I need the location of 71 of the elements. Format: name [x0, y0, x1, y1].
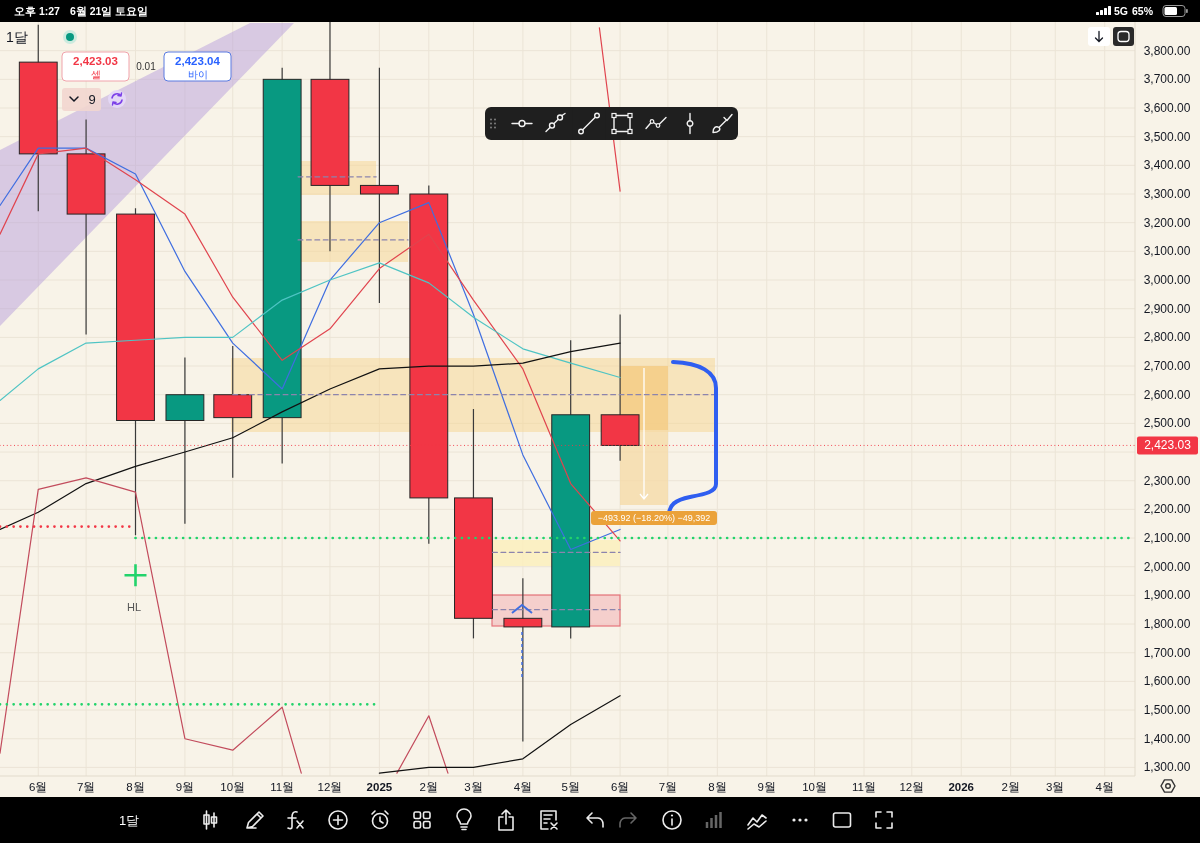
x-tick-label: 11월 — [852, 781, 876, 793]
y-tick-label: 1,700.00 — [1143, 645, 1191, 660]
y-tick-label: 3,400.00 — [1143, 158, 1191, 173]
candlestick — [359, 67, 399, 304]
text: 1달 — [6, 29, 28, 45]
candlestick — [503, 577, 543, 743]
annotation: 바이 — [187, 68, 208, 80]
x-tick-label: 12월 — [317, 781, 343, 793]
x-tick-label: 4월 — [513, 781, 533, 793]
annotation: 0.01 — [136, 60, 157, 72]
annotation: 9 — [88, 92, 96, 107]
measure-tag: −493.92 (−18.20%) −49,392 — [591, 511, 717, 525]
text: 65% — [1132, 5, 1154, 17]
x-tick-label: 8월 — [708, 781, 727, 793]
x-tick-label: 4월 — [1095, 781, 1114, 793]
y-tick-label: 2,000.00 — [1143, 559, 1191, 574]
x-tick-label: 2월 — [1001, 781, 1020, 793]
text: 5G — [1114, 5, 1129, 17]
line-series — [0, 262, 621, 402]
x-tick-label: 3월 — [464, 781, 483, 793]
buy-button: 2,423.04 바이 — [163, 51, 232, 82]
text: 6월 21일 토요일 — [70, 5, 149, 17]
line-series — [378, 695, 621, 774]
annotation: HL — [126, 601, 142, 613]
y-tick-label: 2,600.00 — [1143, 387, 1191, 402]
y-tick-label: 1,300.00 — [1143, 760, 1191, 775]
y-tick-label: 3,600.00 — [1143, 101, 1191, 116]
annotation: −493.92 (−18.20%) −49,392 — [597, 513, 711, 523]
annotation: 셀 — [90, 68, 101, 80]
indicator-toggle: 9 — [62, 88, 101, 111]
x-tick-label: 10월 — [802, 781, 827, 793]
text: 오후 1:27 — [14, 5, 61, 17]
x-tick-label: 11월 — [270, 781, 295, 793]
y-tick-label: 2,700.00 — [1143, 359, 1191, 374]
y-tick-label: 3,300.00 — [1143, 187, 1191, 202]
x-tick-label: 12월 — [899, 781, 925, 793]
x-tick-label: 6월 — [610, 781, 630, 793]
y-tick-label: 2,900.00 — [1143, 301, 1191, 316]
y-tick-label: 3,200.00 — [1143, 215, 1191, 230]
y-tick-label: 1,500.00 — [1143, 703, 1191, 718]
x-tick-label: 8월 — [126, 781, 145, 793]
annotation: 2,423.04 — [175, 55, 221, 67]
y-tick-label: 1,900.00 — [1143, 588, 1191, 603]
x-tick-label: 7월 — [658, 781, 678, 793]
x-tick-label: 2025 — [366, 781, 393, 793]
y-tick-label: 3,000.00 — [1143, 273, 1191, 288]
x-tick-label: 9월 — [757, 781, 776, 793]
x-tick-label: 9월 — [175, 781, 195, 793]
x-tick-label: 6월 — [29, 781, 48, 793]
y-tick-label: 3,700.00 — [1143, 72, 1191, 87]
y-tick-label: 3,500.00 — [1143, 129, 1191, 144]
x-tick-label: 2026 — [948, 781, 975, 793]
sell-button: 2,423.03 셀 — [61, 51, 130, 82]
x-tick-label: 2월 — [419, 781, 439, 793]
y-tick-label: 2,300.00 — [1143, 473, 1191, 488]
y-tick-label: 3,800.00 — [1143, 43, 1191, 58]
text: 1달 — [119, 812, 140, 828]
y-tick-label: 1,800.00 — [1143, 617, 1191, 632]
y-tick-label: 1,400.00 — [1143, 731, 1191, 746]
y-tick-label: 1,600.00 — [1143, 674, 1191, 689]
x-tick-label: 5월 — [561, 781, 580, 793]
annotation: 2,423.03 — [73, 55, 118, 67]
y-tick-label: 2,500.00 — [1143, 416, 1191, 431]
x-tick-label: 10월 — [220, 781, 246, 793]
y-tick-label: 2,800.00 — [1143, 330, 1191, 345]
y-tick-label: 2,200.00 — [1143, 502, 1191, 517]
ref-line-label: 2,423.03 — [1144, 438, 1192, 453]
x-tick-label: 7월 — [76, 781, 96, 793]
y-tick-label: 2,100.00 — [1143, 531, 1191, 546]
x-tick-label: 3월 — [1046, 781, 1065, 793]
y-tick-label: 3,100.00 — [1143, 244, 1191, 259]
